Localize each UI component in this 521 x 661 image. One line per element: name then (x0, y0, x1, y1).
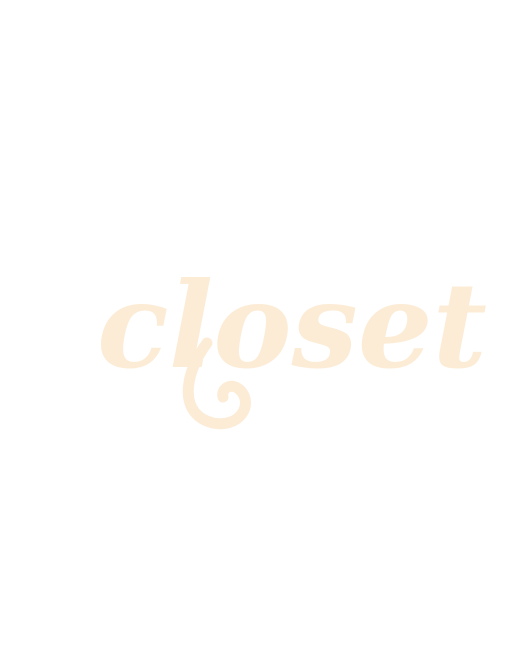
closet-logo-wordmark: closet (97, 256, 487, 430)
closet-logo: closet (95, 255, 490, 430)
logo-swash-flourish (182, 337, 251, 430)
logo-wordmark-text: closet (97, 256, 487, 395)
